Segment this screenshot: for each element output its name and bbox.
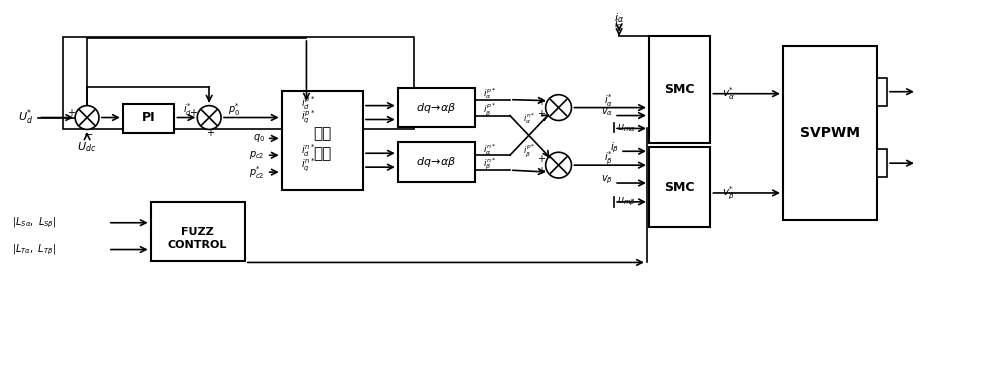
- Text: 变换: 变换: [313, 146, 331, 161]
- Text: $U_{d}^{*}$: $U_{d}^{*}$: [18, 108, 33, 128]
- Text: $|L_{T\alpha},\ L_{T\beta}|$: $|L_{T\alpha},\ L_{T\beta}|$: [12, 242, 56, 257]
- Text: +: +: [67, 108, 75, 117]
- Text: $u_{m\beta}$: $u_{m\beta}$: [617, 196, 636, 208]
- Text: 矩阵: 矩阵: [313, 126, 331, 141]
- Text: PI: PI: [142, 111, 155, 124]
- Text: $q_{0}$: $q_{0}$: [253, 132, 265, 144]
- Text: $i_{\beta}^{*}$: $i_{\beta}^{*}$: [604, 150, 613, 167]
- Bar: [398, 142, 475, 182]
- Text: $i_{\beta}^{p*}$: $i_{\beta}^{p*}$: [483, 101, 497, 118]
- Text: FUZZ: FUZZ: [181, 226, 214, 237]
- Text: $i_{\alpha}$: $i_{\alpha}$: [614, 17, 624, 31]
- Bar: [649, 147, 710, 227]
- Text: +: +: [537, 166, 545, 176]
- Circle shape: [546, 95, 571, 120]
- Bar: [398, 88, 475, 128]
- Text: $v_{\alpha}$: $v_{\alpha}$: [601, 106, 613, 118]
- Text: $dq\!\rightarrow\!\alpha\beta$: $dq\!\rightarrow\!\alpha\beta$: [416, 100, 457, 115]
- Circle shape: [197, 106, 221, 129]
- Text: +: +: [537, 154, 545, 164]
- Text: $i_{d}^{p*}$: $i_{d}^{p*}$: [301, 94, 316, 111]
- Bar: [65, 38, 413, 128]
- Text: $dq\!\rightarrow\!\alpha\beta$: $dq\!\rightarrow\!\alpha\beta$: [416, 155, 457, 169]
- Text: $i_{\alpha}^{n*}$: $i_{\alpha}^{n*}$: [523, 111, 536, 126]
- Text: $i_{\alpha}^{n*}$: $i_{\alpha}^{n*}$: [483, 142, 497, 157]
- Text: $i_{\alpha}^{p*}$: $i_{\alpha}^{p*}$: [483, 86, 497, 101]
- Bar: [783, 46, 877, 220]
- Text: SMC: SMC: [664, 180, 695, 194]
- Text: +: +: [189, 108, 197, 117]
- Text: $i_{\beta}$: $i_{\beta}$: [610, 141, 619, 156]
- Text: $i_{q}^{n*}$: $i_{q}^{n*}$: [301, 156, 316, 174]
- Text: SVPWM: SVPWM: [800, 126, 860, 140]
- Bar: [877, 78, 887, 106]
- Text: $u_{m\alpha}$: $u_{m\alpha}$: [617, 123, 636, 134]
- Text: CONTROL: CONTROL: [168, 240, 227, 250]
- Text: +: +: [537, 108, 545, 118]
- Circle shape: [546, 152, 571, 178]
- Text: $i_{\alpha}^{*}$: $i_{\alpha}^{*}$: [604, 92, 613, 109]
- Text: $U_{dc}$: $U_{dc}$: [77, 140, 97, 154]
- Text: $i_{\beta}^{p*}$: $i_{\beta}^{p*}$: [523, 142, 536, 159]
- Text: +: +: [537, 97, 545, 106]
- Bar: [877, 149, 887, 177]
- Text: $i_{q}^{p*}$: $i_{q}^{p*}$: [301, 109, 316, 126]
- Bar: [123, 104, 174, 134]
- Text: $-$: $-$: [83, 128, 93, 138]
- Bar: [282, 91, 363, 190]
- Bar: [649, 36, 710, 143]
- Text: SMC: SMC: [664, 83, 695, 96]
- Text: $i_{\alpha}$: $i_{\alpha}$: [614, 11, 624, 25]
- Text: $v_{\beta}$: $v_{\beta}$: [601, 174, 613, 186]
- Text: $|L_{S\alpha},\ L_{S\beta}|$: $|L_{S\alpha},\ L_{S\beta}|$: [12, 216, 56, 230]
- Text: $i_{d}^{n*}$: $i_{d}^{n*}$: [301, 142, 316, 159]
- Bar: [63, 37, 414, 129]
- Text: $i_{d}^{*}$: $i_{d}^{*}$: [183, 101, 192, 118]
- Text: $v_{\alpha}^{*}$: $v_{\alpha}^{*}$: [722, 85, 735, 102]
- Bar: [151, 202, 245, 261]
- Text: $v_{\beta}^{*}$: $v_{\beta}^{*}$: [722, 184, 735, 202]
- Text: $p_{0}^{*}$: $p_{0}^{*}$: [228, 101, 240, 118]
- Text: +: +: [206, 128, 214, 138]
- Text: $p_{c2}$: $p_{c2}$: [249, 149, 265, 161]
- Circle shape: [75, 106, 99, 129]
- Text: $i_{\beta}^{n*}$: $i_{\beta}^{n*}$: [483, 156, 497, 172]
- Text: $p_{c2}^{*}$: $p_{c2}^{*}$: [249, 164, 265, 180]
